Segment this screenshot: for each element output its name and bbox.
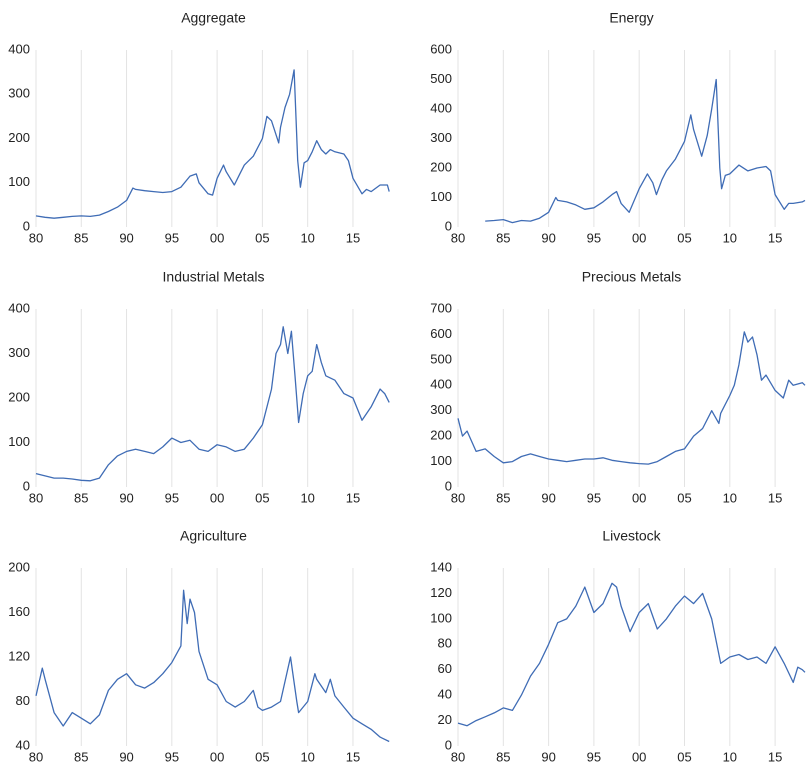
x-tick-label: 95 [165,749,179,764]
y-tick-label: 100 [8,174,30,189]
x-tick-label: 85 [496,230,510,245]
x-tick-label: 10 [300,230,314,245]
x-tick-label: 80 [29,749,43,764]
chart-title: Precious Metals [582,269,682,285]
x-tick-label: 80 [29,230,43,245]
y-tick-label: 120 [8,648,30,663]
x-tick-label: 05 [255,749,269,764]
x-tick-label: 05 [677,230,691,245]
y-tick-label: 300 [430,130,452,145]
x-tick-label: 15 [346,490,360,505]
x-tick-label: 80 [451,490,465,505]
x-tick-label: 10 [723,749,737,764]
series-line [35,589,390,743]
x-tick-label: 95 [165,230,179,245]
y-tick-label: 400 [8,300,30,315]
x-tick-label: 90 [541,749,555,764]
chart-title: Aggregate [181,10,246,26]
y-tick-label: 80 [438,636,452,651]
chart-title: Agriculture [180,528,247,544]
x-tick-label: 90 [119,490,133,505]
y-tick-label: 0 [445,218,452,233]
x-tick-label: 10 [300,490,314,505]
x-tick-label: 80 [451,749,465,764]
x-tick-label: 15 [768,749,782,764]
y-tick-label: 140 [430,559,452,574]
y-tick-label: 600 [430,41,452,56]
y-tick-label: 600 [430,326,452,341]
x-tick-label: 90 [119,749,133,764]
x-tick-label: 80 [451,230,465,245]
chart-title: Livestock [602,528,661,544]
y-tick-label: 400 [430,100,452,115]
y-tick-label: 300 [430,402,452,417]
y-tick-label: 100 [430,610,452,625]
series-line [457,582,806,727]
x-tick-label: 15 [768,490,782,505]
x-tick-label: 15 [346,749,360,764]
x-tick-label: 85 [74,490,88,505]
series-line [457,331,806,465]
x-tick-label: 05 [677,490,691,505]
y-tick-label: 400 [8,41,30,56]
y-tick-label: 200 [430,428,452,443]
y-tick-label: 700 [430,300,452,315]
y-tick-label: 200 [8,389,30,404]
x-tick-label: 00 [210,230,224,245]
y-tick-label: 100 [430,189,452,204]
series-line [35,326,390,482]
x-tick-label: 00 [632,490,646,505]
x-tick-label: 00 [210,490,224,505]
x-tick-label: 95 [587,490,601,505]
x-tick-label: 90 [541,230,555,245]
x-tick-label: 10 [723,490,737,505]
y-tick-label: 0 [23,218,30,233]
x-tick-label: 85 [496,749,510,764]
x-tick-label: 15 [768,230,782,245]
x-tick-label: 00 [632,749,646,764]
y-tick-label: 0 [445,478,452,493]
x-tick-label: 10 [723,230,737,245]
y-tick-label: 200 [430,159,452,174]
x-tick-label: 00 [210,749,224,764]
x-tick-label: 05 [255,490,269,505]
x-tick-label: 95 [165,490,179,505]
y-tick-label: 0 [445,737,452,752]
y-tick-label: 0 [23,478,30,493]
x-tick-label: 00 [632,230,646,245]
y-tick-label: 120 [430,585,452,600]
x-tick-label: 05 [255,230,269,245]
x-tick-label: 95 [587,749,601,764]
y-tick-label: 100 [8,434,30,449]
y-tick-label: 60 [438,661,452,676]
x-tick-label: 10 [300,749,314,764]
y-tick-label: 40 [16,737,30,752]
x-tick-label: 80 [29,490,43,505]
y-tick-label: 200 [8,559,30,574]
y-tick-label: 300 [8,86,30,101]
y-tick-label: 160 [8,604,30,619]
y-tick-label: 100 [430,453,452,468]
y-tick-label: 400 [430,377,452,392]
x-tick-label: 95 [587,230,601,245]
x-tick-label: 90 [541,490,555,505]
chart-title: Industrial Metals [163,269,265,285]
x-tick-label: 05 [677,749,691,764]
x-tick-label: 85 [496,490,510,505]
y-tick-label: 500 [430,71,452,86]
y-tick-label: 40 [438,687,452,702]
y-tick-label: 200 [8,130,30,145]
x-tick-label: 85 [74,230,88,245]
y-tick-label: 80 [16,693,30,708]
chart-title: Energy [609,10,653,26]
x-tick-label: 85 [74,749,88,764]
series-line [485,78,806,224]
y-tick-label: 300 [8,345,30,360]
x-tick-label: 15 [346,230,360,245]
y-tick-label: 500 [430,351,452,366]
x-tick-label: 90 [119,230,133,245]
series-line [35,69,390,219]
y-tick-label: 20 [438,712,452,727]
